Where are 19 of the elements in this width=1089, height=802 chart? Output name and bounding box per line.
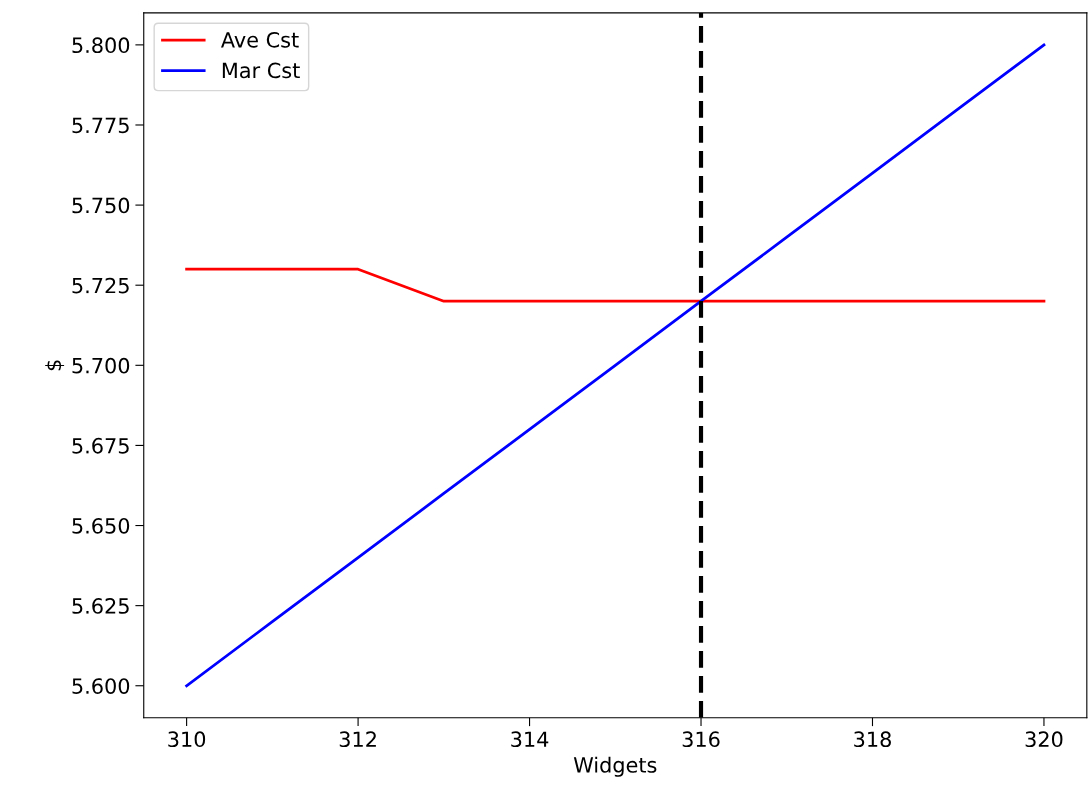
y-tick-label: 5.675 [72, 437, 129, 454]
x-tick-label: 314 [511, 731, 549, 748]
y-tick-label: 5.725 [72, 277, 129, 294]
y-tick-label: 5.775 [72, 117, 129, 134]
y-tick-label: 5.600 [72, 678, 130, 694]
x-tick-label: 318 [854, 731, 891, 748]
y-tick-label: 5.625 [72, 598, 129, 614]
legend-label: Mar Cst [222, 62, 300, 79]
x-tick-label: 316 [682, 731, 720, 748]
y-axis-title: $ [45, 360, 65, 371]
x-tick-label: 310 [168, 731, 206, 748]
y-tick-label: 5.800 [72, 37, 130, 54]
x-tick-label: 320 [1025, 731, 1063, 748]
legend-label: Ave Cst [220, 31, 299, 48]
y-tick-label: 5.750 [72, 197, 130, 214]
x-tick-label: 312 [339, 731, 376, 748]
y-tick-label: 5.700 [72, 357, 130, 374]
x-axis-title: Widgets [573, 756, 657, 777]
y-tick-label: 5.650 [72, 517, 130, 534]
